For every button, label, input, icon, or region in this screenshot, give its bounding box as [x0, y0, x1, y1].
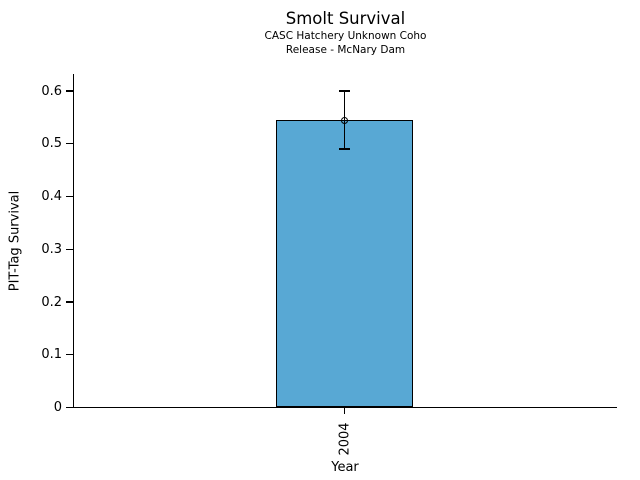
y-tick-mark: [66, 301, 73, 303]
y-tick-mark: [66, 248, 73, 250]
y-tick-label: 0.3: [41, 241, 62, 257]
y-tick-mark: [66, 90, 73, 92]
y-tick-mark: [66, 143, 73, 145]
y-tick-label: 0.1: [41, 347, 62, 363]
y-tick-label: 0.2: [41, 294, 62, 310]
y-tick-label: 0.5: [41, 136, 62, 152]
chart-subtitle: CASC Hatchery Unknown Coho Release - McN…: [74, 29, 617, 58]
x-tick-label: 2004: [337, 422, 352, 456]
chart-title: Smolt Survival: [285, 9, 406, 28]
chart-subtitle-line-1: CASC Hatchery Unknown Coho: [264, 30, 427, 42]
y-tick-label: 0.6: [41, 83, 62, 99]
error-bar-center-marker: [341, 116, 348, 124]
x-tick-mark: [343, 408, 346, 414]
error-bar-cap-top: [339, 90, 350, 92]
y-axis-spine: [73, 74, 75, 408]
y-tick-label: 0: [53, 400, 62, 415]
y-tick-mark: [66, 195, 73, 198]
error-bar-cap-bottom: [339, 148, 350, 150]
y-tick-mark: [66, 406, 73, 409]
x-axis-label: Year: [331, 460, 359, 475]
y-tick-mark: [66, 354, 73, 356]
x-axis-spine: [73, 407, 617, 409]
bar-2004: [276, 120, 413, 408]
chart-subtitle-line-2: Release - McNary Dam: [285, 44, 406, 57]
y-tick-label: 0.4: [41, 189, 62, 204]
